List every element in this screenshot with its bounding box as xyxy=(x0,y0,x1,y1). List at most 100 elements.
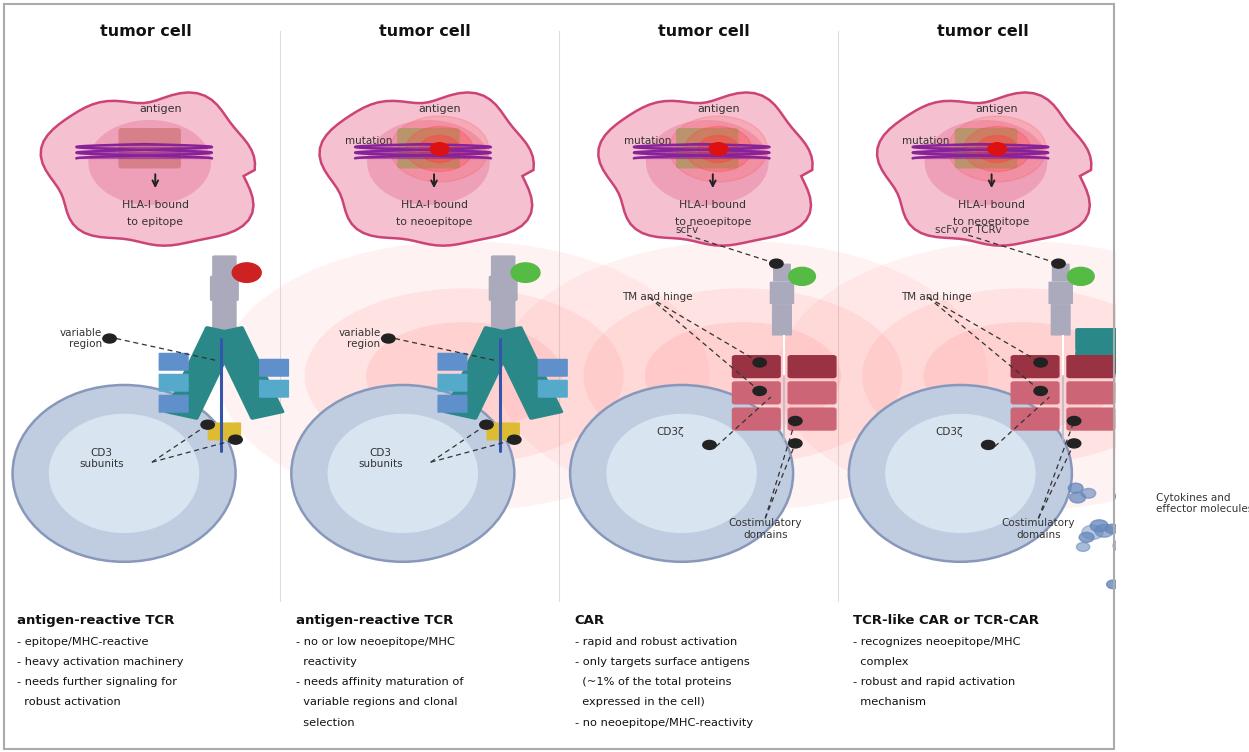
Circle shape xyxy=(1068,439,1080,448)
Text: CD3ζ: CD3ζ xyxy=(657,427,684,437)
Circle shape xyxy=(480,420,493,429)
FancyBboxPatch shape xyxy=(1052,264,1069,281)
Text: antigen: antigen xyxy=(975,104,1018,114)
Text: mutation: mutation xyxy=(902,137,949,147)
Ellipse shape xyxy=(923,322,1120,430)
FancyBboxPatch shape xyxy=(210,275,239,301)
FancyBboxPatch shape xyxy=(210,326,285,420)
FancyBboxPatch shape xyxy=(1050,304,1070,335)
Circle shape xyxy=(788,417,802,426)
Text: CD3
subunits: CD3 subunits xyxy=(358,447,403,469)
Text: to neoepitope: to neoepitope xyxy=(396,217,472,227)
Text: Cytokines and
effector molecules: Cytokines and effector molecules xyxy=(1155,493,1249,514)
Circle shape xyxy=(964,126,1030,171)
Circle shape xyxy=(703,441,716,450)
FancyBboxPatch shape xyxy=(538,380,568,398)
Polygon shape xyxy=(598,92,813,246)
FancyBboxPatch shape xyxy=(954,128,1017,168)
FancyBboxPatch shape xyxy=(1010,355,1059,378)
FancyBboxPatch shape xyxy=(259,359,289,377)
Ellipse shape xyxy=(886,414,1035,533)
Circle shape xyxy=(1128,554,1150,569)
Circle shape xyxy=(1157,518,1172,528)
Circle shape xyxy=(1068,417,1080,426)
Circle shape xyxy=(1068,483,1083,493)
Text: robust activation: robust activation xyxy=(17,697,121,708)
Circle shape xyxy=(1090,520,1108,532)
FancyBboxPatch shape xyxy=(212,299,236,336)
FancyBboxPatch shape xyxy=(1067,355,1115,378)
Text: - robust and rapid activation: - robust and rapid activation xyxy=(853,678,1015,687)
Circle shape xyxy=(1077,542,1089,551)
Ellipse shape xyxy=(924,120,1048,205)
FancyBboxPatch shape xyxy=(397,128,460,168)
FancyBboxPatch shape xyxy=(1010,408,1059,431)
Circle shape xyxy=(669,116,767,182)
Circle shape xyxy=(420,135,460,162)
Circle shape xyxy=(1143,526,1154,534)
FancyBboxPatch shape xyxy=(119,128,181,168)
FancyBboxPatch shape xyxy=(1010,381,1059,405)
FancyBboxPatch shape xyxy=(486,423,520,441)
Text: - heavy activation machinery: - heavy activation machinery xyxy=(17,657,184,667)
Circle shape xyxy=(1137,518,1152,528)
Circle shape xyxy=(769,259,783,268)
Circle shape xyxy=(977,135,1017,162)
Circle shape xyxy=(698,135,738,162)
Ellipse shape xyxy=(367,120,490,205)
FancyBboxPatch shape xyxy=(1075,350,1127,374)
Text: TCR-like CAR or TCR-CAR: TCR-like CAR or TCR-CAR xyxy=(853,614,1039,627)
Circle shape xyxy=(1153,545,1169,556)
FancyBboxPatch shape xyxy=(788,381,837,405)
FancyBboxPatch shape xyxy=(772,304,792,335)
Ellipse shape xyxy=(849,385,1072,562)
Ellipse shape xyxy=(327,414,478,533)
Circle shape xyxy=(1115,491,1130,501)
Text: variable regions and clonal: variable regions and clonal xyxy=(296,697,457,708)
Circle shape xyxy=(102,334,116,343)
Text: to neoepitope: to neoepitope xyxy=(953,217,1029,227)
Text: TM and hinge: TM and hinge xyxy=(622,293,693,302)
Text: antigen-reactive TCR: antigen-reactive TCR xyxy=(296,614,453,627)
Text: CAR: CAR xyxy=(575,614,605,627)
Text: Costimulatory
domains: Costimulatory domains xyxy=(728,518,802,540)
Text: tumor cell: tumor cell xyxy=(100,24,192,39)
FancyBboxPatch shape xyxy=(1048,281,1073,304)
Ellipse shape xyxy=(305,288,623,464)
FancyBboxPatch shape xyxy=(538,359,568,377)
Text: - epitope/MHC-reactive: - epitope/MHC-reactive xyxy=(17,637,149,647)
Circle shape xyxy=(988,143,1007,155)
FancyBboxPatch shape xyxy=(491,299,516,336)
FancyBboxPatch shape xyxy=(769,281,794,304)
FancyBboxPatch shape xyxy=(1132,328,1183,351)
Ellipse shape xyxy=(862,288,1182,464)
Text: HLA-I bound: HLA-I bound xyxy=(401,200,467,210)
FancyBboxPatch shape xyxy=(788,408,837,431)
Ellipse shape xyxy=(583,288,902,464)
Text: selection: selection xyxy=(296,717,355,728)
Text: scFv: scFv xyxy=(676,225,698,235)
Text: tumor cell: tumor cell xyxy=(658,24,749,39)
Circle shape xyxy=(753,387,767,396)
Circle shape xyxy=(430,143,448,155)
Circle shape xyxy=(1134,461,1147,469)
Text: antigen: antigen xyxy=(697,104,739,114)
FancyBboxPatch shape xyxy=(1132,350,1183,374)
Circle shape xyxy=(1170,570,1185,581)
Circle shape xyxy=(232,263,261,282)
Circle shape xyxy=(753,358,767,367)
FancyBboxPatch shape xyxy=(676,128,738,168)
FancyBboxPatch shape xyxy=(1067,381,1115,405)
Circle shape xyxy=(948,116,1047,182)
Circle shape xyxy=(1107,580,1119,589)
FancyBboxPatch shape xyxy=(212,256,236,277)
Circle shape xyxy=(1082,489,1095,499)
FancyBboxPatch shape xyxy=(159,353,189,371)
Ellipse shape xyxy=(366,322,562,430)
Text: mutation: mutation xyxy=(623,137,671,147)
FancyBboxPatch shape xyxy=(1075,328,1127,351)
Text: - only targets surface antigens: - only targets surface antigens xyxy=(575,657,749,667)
Circle shape xyxy=(1069,493,1085,503)
FancyBboxPatch shape xyxy=(437,395,467,413)
FancyBboxPatch shape xyxy=(732,381,781,405)
